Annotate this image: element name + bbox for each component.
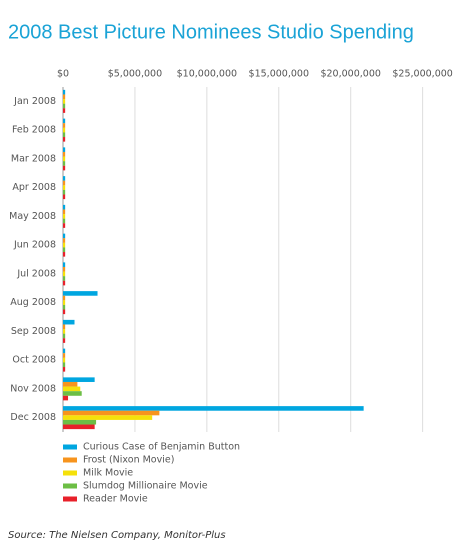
bar <box>63 381 78 387</box>
bar <box>63 395 69 401</box>
bar <box>63 353 66 358</box>
x-tick-label: $20,000,000 <box>320 69 380 80</box>
legend-label: Reader Movie <box>83 494 148 505</box>
x-tick-label: $5,000,000 <box>108 69 162 80</box>
bar <box>63 406 364 411</box>
legend-swatch <box>63 483 77 489</box>
bar <box>63 185 66 190</box>
bar <box>63 333 66 339</box>
bar <box>63 415 153 420</box>
legend-swatch <box>63 457 77 463</box>
y-tick-label: Dec 2008 <box>10 412 56 423</box>
bar <box>63 252 66 257</box>
bar <box>63 319 75 325</box>
x-tick-label: $15,000,000 <box>249 69 309 80</box>
legend-swatch <box>63 470 77 476</box>
y-tick-label: Jan 2008 <box>13 96 56 107</box>
legend-label: Slumdog Millionaire Movie <box>83 481 208 492</box>
x-tick-label: $0 <box>57 69 69 80</box>
bar <box>63 386 81 392</box>
bar <box>63 410 160 416</box>
legend-label: Curious Case of Benjamin Button <box>83 442 240 453</box>
bar <box>63 209 66 215</box>
bar <box>63 123 66 128</box>
y-tick-label: Aug 2008 <box>10 297 56 308</box>
bar <box>63 204 66 210</box>
y-tick-label: Sep 2008 <box>11 326 56 337</box>
bar <box>63 94 66 100</box>
bar <box>63 218 66 224</box>
bar <box>63 324 66 330</box>
bar <box>63 161 66 166</box>
bar <box>63 156 66 162</box>
bar <box>63 357 66 363</box>
bar <box>63 214 66 219</box>
legend-label: Milk Movie <box>83 468 133 479</box>
x-tick-label: $25,000,000 <box>392 69 452 80</box>
bar <box>63 223 66 228</box>
y-tick-label: Jul 2008 <box>16 268 56 279</box>
bar <box>63 280 66 286</box>
bar <box>63 103 66 109</box>
bar <box>63 242 66 248</box>
y-tick-label: Nov 2008 <box>10 383 56 394</box>
bar <box>63 238 66 243</box>
bar <box>63 266 66 272</box>
bar <box>63 233 66 239</box>
bar <box>63 348 66 354</box>
bar <box>63 189 66 195</box>
bar <box>63 180 66 186</box>
bar <box>63 99 66 104</box>
bar <box>63 132 66 138</box>
bar <box>63 147 66 152</box>
bar <box>63 194 66 200</box>
bar <box>63 377 95 382</box>
bar <box>63 291 98 296</box>
y-tick-label: Oct 2008 <box>12 355 56 366</box>
bar <box>63 300 66 305</box>
chart-title: 2008 Best Picture Nominees Studio Spendi… <box>8 21 414 43</box>
bar <box>63 309 66 315</box>
bar <box>63 176 66 181</box>
bar <box>63 108 66 113</box>
y-tick-label: Feb 2008 <box>12 125 56 136</box>
bar <box>63 247 66 253</box>
bar <box>63 419 97 425</box>
bar <box>63 391 82 396</box>
bar <box>63 338 66 343</box>
legend-swatch <box>63 444 77 450</box>
bar <box>63 127 66 133</box>
y-tick-label: Apr 2008 <box>12 182 56 193</box>
legend-swatch <box>63 496 77 502</box>
bar <box>63 137 66 142</box>
bar <box>63 362 66 368</box>
bar <box>63 295 66 301</box>
x-tick-label: $10,000,000 <box>177 69 237 80</box>
bar <box>63 304 66 310</box>
bar <box>63 367 66 372</box>
bar <box>63 329 66 334</box>
source: Source: The Nielsen Company, Monitor-Plu… <box>8 530 226 541</box>
legend-label: Frost (Nixon Movie) <box>83 455 174 466</box>
bar <box>63 118 66 124</box>
bar <box>63 89 66 95</box>
y-tick-label: Jun 2008 <box>13 240 56 251</box>
y-tick-label: Mar 2008 <box>11 153 56 164</box>
bar <box>63 271 66 277</box>
bar <box>63 276 66 281</box>
bar <box>63 262 66 267</box>
y-tick-label: May 2008 <box>9 211 56 222</box>
bar <box>63 424 95 430</box>
bar <box>63 165 66 171</box>
bar <box>63 151 66 157</box>
